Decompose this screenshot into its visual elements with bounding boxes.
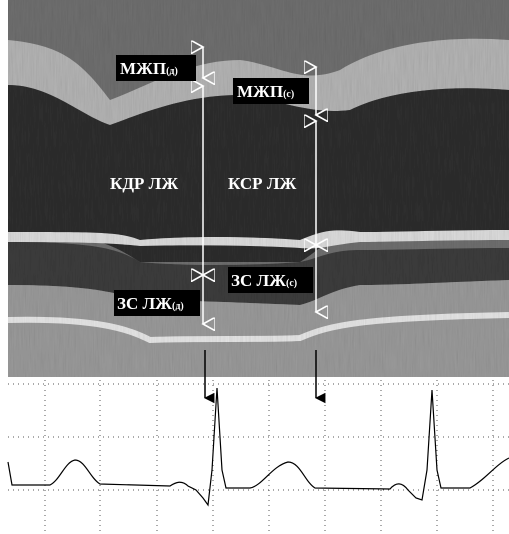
tspan: (с)	[283, 89, 294, 100]
ecg-grid	[8, 380, 509, 534]
tspan: МЖП	[237, 82, 283, 101]
page: МЖП(д) МЖП(с) КДР ЛЖ КСР ЛЖ ЗС ЛЖ(с) ЗС …	[0, 0, 509, 534]
tspan: ЗС ЛЖ	[117, 294, 172, 313]
lvedd-label: КДР ЛЖ	[110, 174, 178, 193]
tspan: МЖП	[120, 59, 166, 78]
figure: МЖП(д) МЖП(с) КДР ЛЖ КСР ЛЖ ЗС ЛЖ(с) ЗС …	[0, 0, 509, 534]
ecg-trace	[8, 388, 509, 505]
tspan: ЗС ЛЖ	[231, 271, 286, 290]
tspan: (с)	[286, 278, 297, 289]
tspan: (д)	[172, 301, 184, 312]
lvesd-label: КСР ЛЖ	[228, 174, 296, 193]
tspan: (д)	[166, 66, 178, 77]
